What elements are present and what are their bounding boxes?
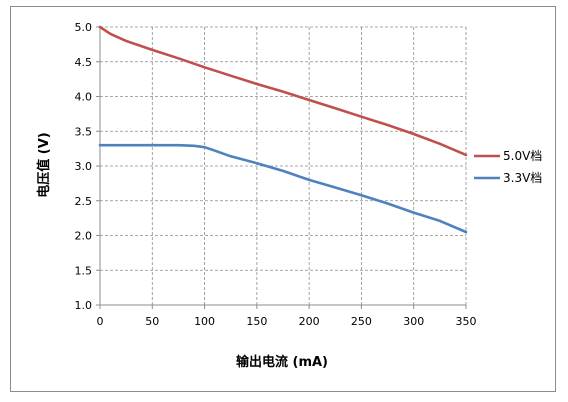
x-tick-label: 50: [145, 315, 159, 328]
y-tick-label: 2.0: [75, 230, 93, 243]
x-tick-label: 0: [97, 315, 104, 328]
x-tick-label: 300: [403, 315, 424, 328]
x-tick-label: 200: [299, 315, 320, 328]
chart-frame: [10, 6, 556, 392]
legend-label-1: 5.0V档: [503, 149, 542, 163]
axes-layer: [96, 26, 467, 309]
y-tick-label: 4.0: [75, 91, 93, 104]
grid-layer: [100, 26, 467, 305]
series-layer: [98, 25, 468, 234]
legend: 5.0V档 3.3V档: [474, 149, 542, 185]
series-line-2: [98, 143, 468, 234]
legend-label-2: 3.3V档: [503, 171, 542, 185]
x-tick-label: 250: [351, 315, 372, 328]
y-tick-label: 3.0: [75, 160, 93, 173]
y-tick-label: 1.5: [75, 264, 93, 277]
series-line-1: [98, 25, 468, 157]
x-tick-label: 150: [246, 315, 267, 328]
y-tick-label: 5.0: [75, 21, 93, 34]
x-tick-label: 350: [456, 315, 477, 328]
y-tick-label: 4.5: [75, 56, 93, 69]
y-tick-label: 3.5: [75, 125, 93, 138]
x-axis-title: 输出电流 (mA): [236, 354, 328, 370]
y-tick-label: 1.0: [75, 299, 93, 312]
x-tick-label: 100: [194, 315, 215, 328]
tick-layer: 1.0 1.5 2.0 2.5 3.0 3.5 4.0 4.5 5.0 0 50 100 150 200 2…: [75, 21, 477, 328]
y-axis-title: 电压值 (V): [36, 132, 52, 197]
y-tick-label: 2.5: [75, 195, 93, 208]
